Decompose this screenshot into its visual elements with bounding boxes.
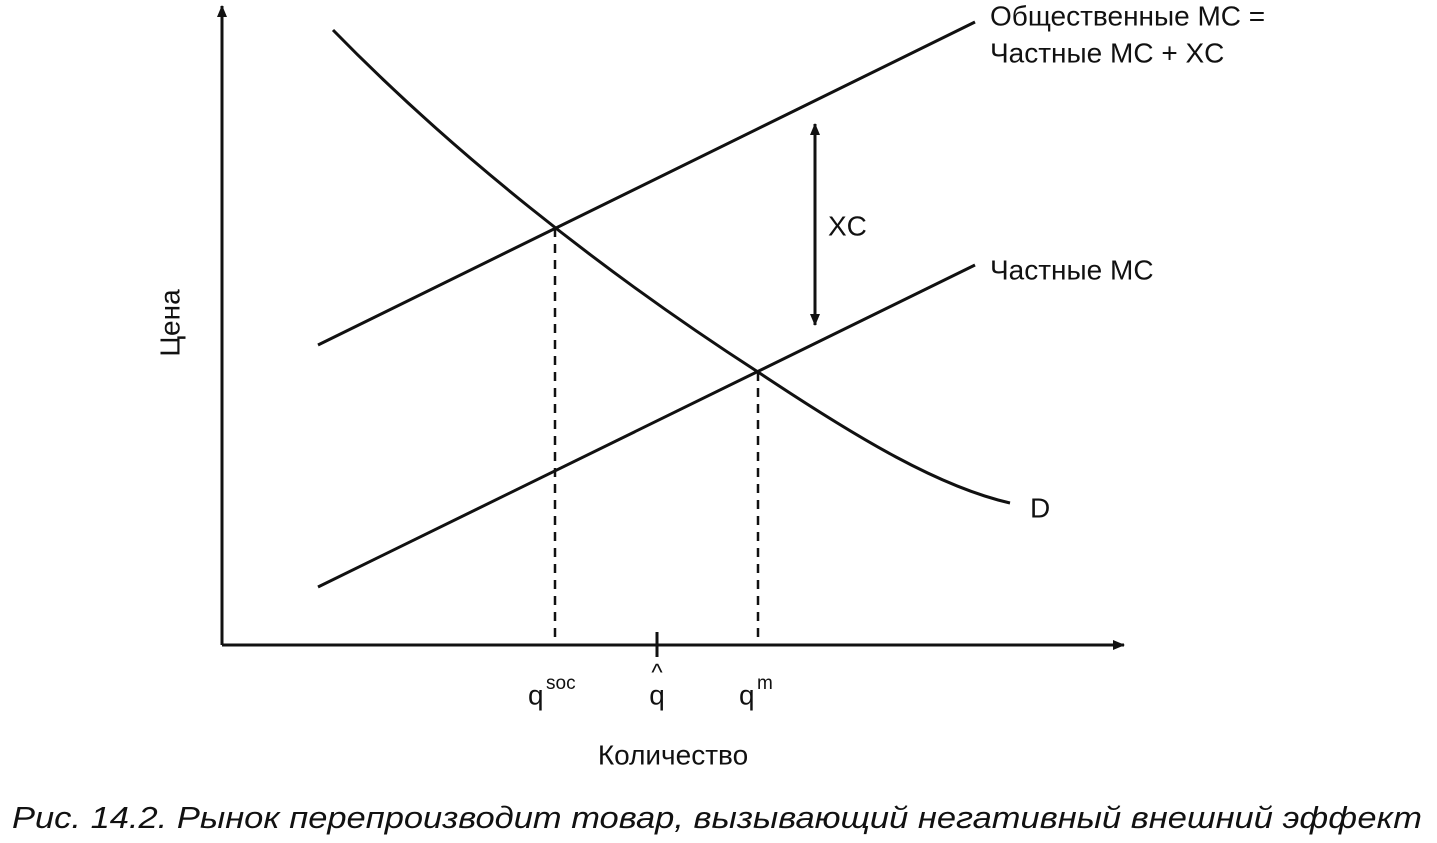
tick-label: q bbox=[649, 679, 665, 710]
demand-curve bbox=[331, 28, 1011, 505]
tick-sup: m bbox=[757, 673, 773, 694]
curve-label: Общественные MC = bbox=[990, 0, 1265, 31]
curve-label: Частные MC bbox=[990, 254, 1154, 285]
tick-accent: ^ bbox=[651, 659, 663, 686]
caption: Рис. 14.2. Рынок перепроизводит товар, в… bbox=[12, 800, 1422, 835]
curve-label: Частные MC + XC bbox=[990, 37, 1224, 68]
x-axis-label: Количество bbox=[598, 739, 748, 770]
social-mc-line bbox=[317, 20, 976, 347]
tick-label: q bbox=[528, 679, 544, 710]
y-axis-label: Цена bbox=[154, 289, 185, 357]
gap-label: XC bbox=[828, 210, 867, 241]
private-mc-line bbox=[317, 263, 976, 589]
curve-label: D bbox=[1030, 492, 1050, 523]
tick-label: q bbox=[739, 679, 755, 710]
tick-sup: soc bbox=[546, 673, 576, 694]
